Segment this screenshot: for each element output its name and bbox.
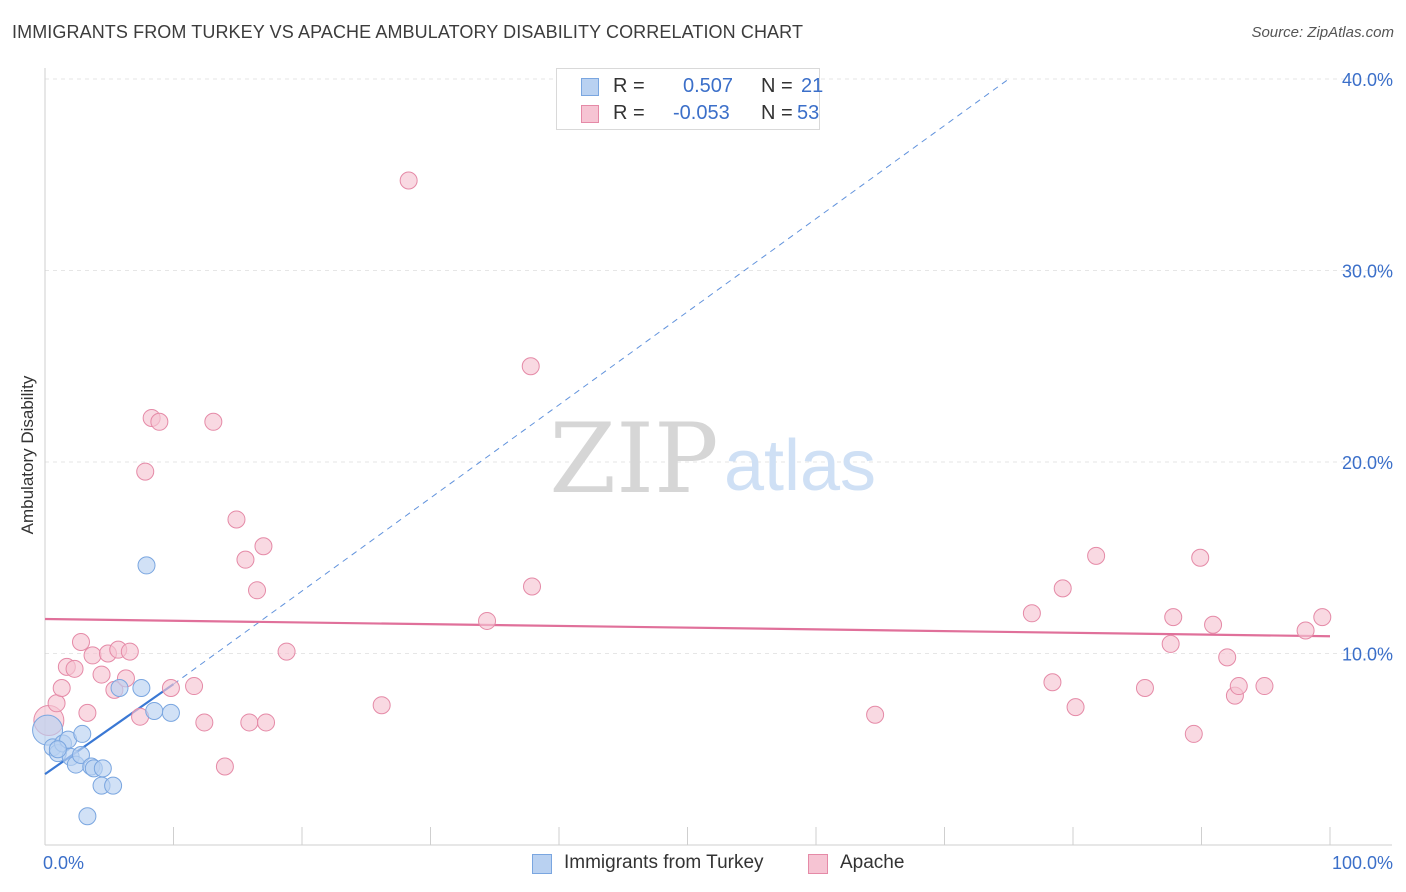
turkey-point [48, 740, 67, 759]
trend-line-apache [44, 617, 1331, 638]
legend-n-value: 53 [797, 102, 820, 124]
y-tick-label: 40.0% [1342, 70, 1393, 90]
turkey-point [73, 724, 92, 743]
series-label-turkey: Immigrants from Turkey [564, 852, 764, 873]
apache-point [78, 703, 97, 722]
series-swatch-blue [532, 854, 552, 874]
watermark-zip: ZIP [549, 403, 718, 515]
turkey-point [145, 701, 164, 720]
turkey-point [137, 556, 156, 575]
turkey-point [110, 678, 129, 697]
legend-n-value: 21 [801, 75, 824, 97]
apache-point [1204, 615, 1223, 634]
apache-point [204, 412, 223, 431]
x-tick-label-min: 0.0% [43, 853, 84, 873]
trend-extension-turkey [173, 78, 1010, 685]
apache-point [1313, 608, 1332, 627]
y-tick-label: 30.0% [1342, 262, 1393, 282]
apache-point [65, 659, 84, 678]
apache-point [399, 171, 418, 190]
legend-n-label: N = [761, 102, 793, 124]
apache-point [52, 678, 71, 697]
apache-point [1229, 677, 1248, 696]
y-axis-title: Ambulatory Disability [18, 375, 37, 535]
apache-point [120, 642, 139, 661]
apache-point [1191, 548, 1210, 567]
apache-point [1164, 608, 1183, 627]
apache-point [150, 412, 169, 431]
apache-point [1087, 546, 1106, 565]
apache-point [248, 581, 267, 600]
correlation-legend: R = 0.507 N = 21 R = -0.053 N = 53 [556, 68, 824, 130]
turkey-point [104, 776, 123, 795]
apache-point [236, 550, 255, 569]
apache-point [1255, 677, 1274, 696]
legend-r-value: -0.053 [673, 102, 730, 124]
apache-point [161, 678, 180, 697]
apache-point [1135, 678, 1154, 697]
apache-point [215, 757, 234, 776]
apache-point [523, 577, 542, 596]
apache-point [185, 677, 204, 696]
series-swatch-pink [808, 854, 828, 874]
apache-point [478, 611, 497, 630]
apache-point [254, 537, 273, 556]
legend-r-label: R = [613, 75, 645, 97]
apache-point [1218, 648, 1237, 667]
apache-point [1296, 621, 1315, 640]
apache-point [240, 713, 259, 732]
apache-point [92, 665, 111, 684]
apache-point [195, 713, 214, 732]
apache-point [1161, 634, 1180, 653]
apache-point [83, 646, 102, 665]
y-tick-label: 20.0% [1342, 453, 1393, 473]
apache-point [136, 462, 155, 481]
series-label-apache: Apache [840, 852, 905, 873]
legend-swatch-pink [581, 105, 599, 123]
apache-point [372, 696, 391, 715]
apache-point [1022, 604, 1041, 623]
legend-r-label: R = [613, 102, 645, 124]
turkey-point [78, 807, 97, 826]
apache-point [1184, 724, 1203, 743]
apache-point [227, 510, 246, 529]
legend-swatch-blue [581, 78, 599, 96]
y-tick-label: 10.0% [1342, 645, 1393, 665]
data-points [32, 171, 1332, 826]
watermark-atlas: atlas [724, 426, 876, 506]
tick-labels: 10.0% 20.0% 30.0% 40.0% 0.0% 100.0% [43, 70, 1393, 873]
turkey-point [93, 759, 112, 778]
chart-title: IMMIGRANTS FROM TURKEY VS APACHE AMBULAT… [12, 22, 804, 42]
turkey-point [71, 745, 90, 764]
apache-point [257, 713, 276, 732]
apache-point [1066, 698, 1085, 717]
apache-point [866, 705, 885, 724]
apache-point [47, 694, 66, 713]
chart-source: Source: ZipAtlas.com [1251, 24, 1394, 41]
legend-r-value: 0.507 [683, 75, 734, 97]
apache-point [1053, 579, 1072, 598]
turkey-point [161, 703, 180, 722]
x-tick-label-max: 100.0% [1332, 853, 1393, 873]
apache-point [71, 633, 90, 652]
legend-n-label: N = [761, 75, 793, 97]
apache-point [1043, 673, 1062, 692]
watermark: ZIP atlas [549, 403, 876, 515]
turkey-point [132, 678, 151, 697]
apache-point [521, 357, 540, 376]
apache-point [277, 642, 296, 661]
